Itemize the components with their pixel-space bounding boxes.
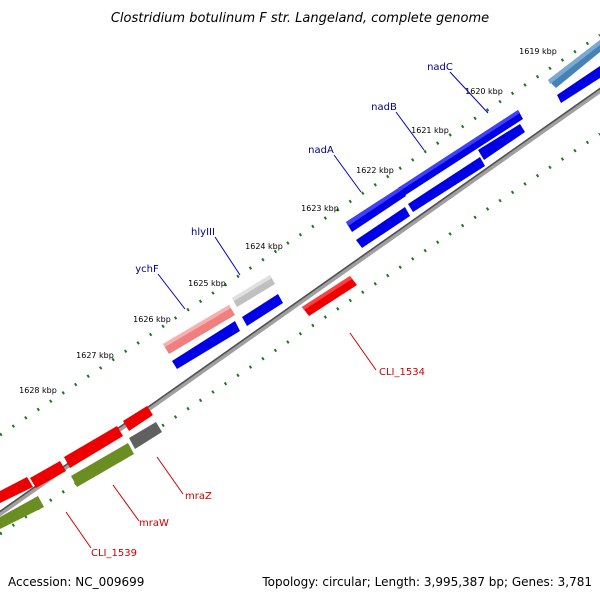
outer-tick-ring [0,33,600,437]
gene-label-nadC: nadC [427,62,453,73]
gene-label-mraZ: mraZ [185,491,212,502]
gene-label-mraW: mraW [139,518,169,529]
gene-label-nadB: nadB [371,102,397,113]
accession-text: Accession: NC_009699 [8,575,144,589]
kbp-label-1619: 1619 kbp [519,47,557,56]
gene-CLI_1539-red2[interactable] [0,477,33,503]
gene-mraZ[interactable] [129,422,162,449]
gene-label-nadA: nadA [308,145,334,156]
summary-text: Topology: circular; Length: 3,995,387 bp… [261,575,592,589]
gene-mraW-red[interactable] [64,426,123,468]
kbp-label-1620: 1620 kbp [465,87,503,96]
gene-label-CLI_1534: CLI_1534 [379,367,425,378]
kbp-labels: 1619 kbp 1620 kbp 1621 kbp 1622 kbp 1623… [19,47,557,395]
kbp-label-1622: 1622 kbp [356,166,394,175]
kbp-label-1625: 1625 kbp [188,279,226,288]
kbp-label-1624: 1624 kbp [245,242,283,251]
gene-nadA-lower[interactable] [356,207,410,248]
gene-hlyIII-lower[interactable] [242,294,283,326]
kbp-label-1628: 1628 kbp [19,386,57,395]
kbp-label-1621: 1621 kbp [411,126,449,135]
kbp-label-1627: 1627 kbp [76,351,114,360]
gene-label-hlyIII: hlyIII [191,227,215,238]
gene-hlyIII[interactable] [232,275,275,307]
gene-label-CLI_1539: CLI_1539 [91,548,137,559]
gene-label-ychF: ychF [135,264,159,275]
gene-CLI_1534[interactable] [302,276,357,316]
gene-CLI_1539-red[interactable] [30,461,66,488]
gene-ychF-lower[interactable] [172,321,240,369]
gene-ychF[interactable] [163,305,235,354]
gene-nadB-lower[interactable] [408,157,485,212]
gene-nadC-1619[interactable] [548,40,600,88]
gene-nadA[interactable] [346,187,406,232]
kbp-label-1626: 1626 kbp [133,315,171,324]
gene-nadB[interactable] [398,110,523,196]
gene-nadB-lower2[interactable] [478,124,525,160]
kbp-label-1623: 1623 kbp [301,204,339,213]
gene-nadC-arrow[interactable] [557,66,600,103]
gene-mraZ-left[interactable] [123,406,153,431]
map-title: Clostridium botulinum F str. Langeland, … [111,11,489,26]
gene-mraW[interactable] [71,443,134,487]
label-leaders [65,71,489,549]
gene-CLI_1539[interactable] [0,496,44,529]
